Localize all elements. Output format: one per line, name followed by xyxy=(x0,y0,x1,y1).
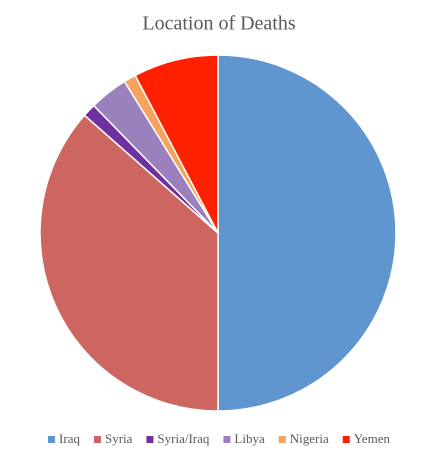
legend-swatch xyxy=(278,436,286,443)
legend-swatch xyxy=(93,436,101,443)
chart-title: Location of Deaths xyxy=(142,13,295,35)
pie-slice xyxy=(134,54,219,234)
legend-swatch xyxy=(223,436,231,443)
pie-slice xyxy=(217,54,397,412)
legend-swatch xyxy=(342,436,350,443)
legend-label: Yemen xyxy=(354,431,391,446)
legend-label: Syria/Iraq xyxy=(157,431,209,446)
legend-label: Iraq xyxy=(59,431,80,446)
pie-slice xyxy=(39,114,219,412)
legend-swatch xyxy=(146,436,154,443)
legend-label: Syria xyxy=(105,431,133,446)
legend-swatch xyxy=(48,436,56,443)
legend-label: Libya xyxy=(234,431,265,446)
legend-label: Nigeria xyxy=(290,431,329,446)
